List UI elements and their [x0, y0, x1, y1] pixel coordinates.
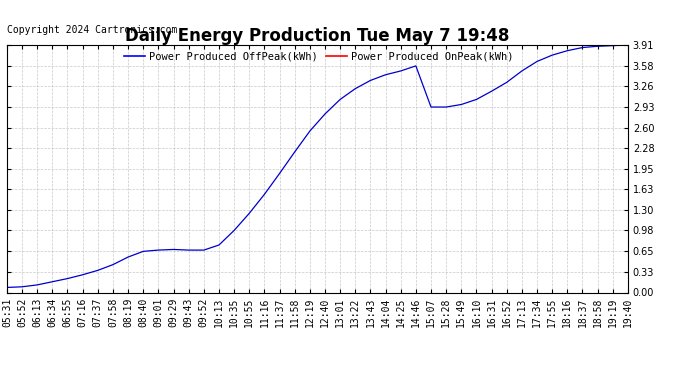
Text: Copyright 2024 Cartronics.com: Copyright 2024 Cartronics.com — [7, 25, 177, 35]
Title: Daily Energy Production Tue May 7 19:48: Daily Energy Production Tue May 7 19:48 — [125, 27, 510, 45]
Legend: Power Produced OffPeak(kWh), Power Produced OnPeak(kWh): Power Produced OffPeak(kWh), Power Produ… — [124, 51, 513, 62]
